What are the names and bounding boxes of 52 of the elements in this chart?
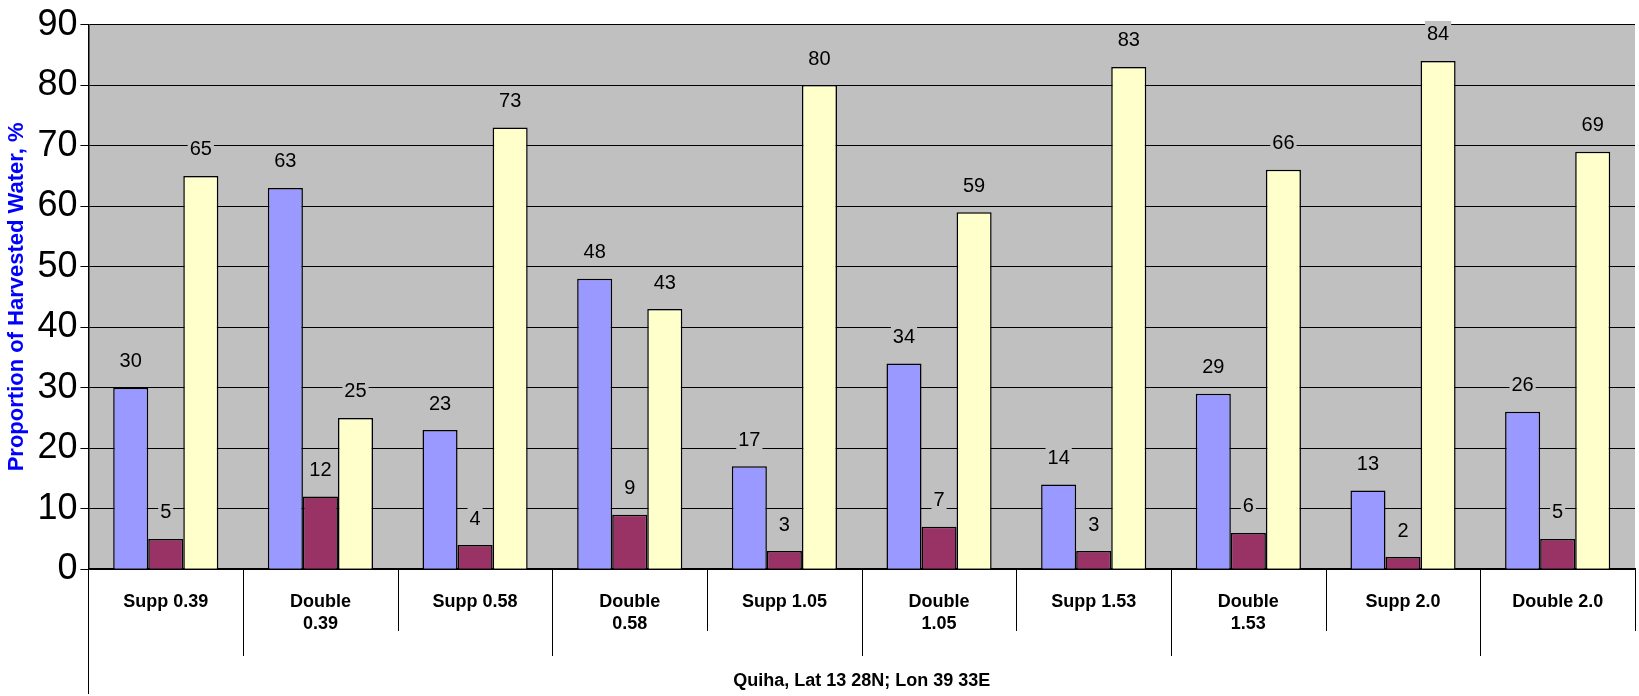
x-tick-label: Supp 1.53 [1051,590,1137,611]
y-tick-label: 50 [37,243,78,285]
x-axis-title: Quiha, Lat 13 28N; Lon 39 33E [733,670,991,691]
data-label: 5 [160,500,172,523]
data-label: 25 [344,379,367,402]
data-label: 43 [653,270,676,293]
data-label: 73 [499,88,522,111]
data-label: 14 [1047,446,1070,468]
data-label: 12 [309,458,332,481]
data-label: 9 [624,476,636,499]
x-tick-label: Double 2.0 [1512,590,1604,611]
data-label: 69 [1581,113,1604,136]
data-label: 59 [962,173,986,196]
data-label: 3 [1088,512,1100,535]
data-label: 26 [1511,373,1534,396]
y-tick-label: 90 [37,1,78,43]
data-label: 13 [1356,452,1380,475]
data-label: 83 [1117,28,1140,51]
y-tick-label: 20 [37,425,78,467]
data-label: 17 [738,427,761,450]
data-label: 65 [189,137,212,160]
data-label: 5 [1552,500,1564,523]
data-label: 48 [583,240,606,263]
data-label: 84 [1426,22,1450,45]
data-label: 63 [274,149,297,172]
data-label: 66 [1272,131,1295,154]
data-label: 29 [1202,355,1225,378]
data-label: 2 [1397,518,1409,541]
y-axis-title: Proportion of Harvested Water, % [3,122,29,472]
y-tick-label: 60 [37,183,78,225]
y-tick-label: 0 [57,546,78,588]
data-label: 80 [808,46,831,69]
data-label: 7 [933,488,945,511]
y-tick-label: 80 [37,62,78,104]
y-tick-label: 30 [37,364,78,406]
x-tick-label: Double 1.53 [1217,590,1279,633]
x-tick-label: Double 1.05 [908,590,970,633]
y-tick-label: 10 [37,485,78,527]
x-tick-label: Double 0.58 [599,590,661,633]
data-label: 4 [469,506,481,529]
data-label: 23 [428,391,452,414]
x-tick-label: Supp 0.39 [123,590,209,611]
x-tick-label: Supp 2.0 [1365,590,1441,611]
data-label: 6 [1242,494,1254,517]
data-label: 30 [119,349,142,372]
x-tick-label: Supp 1.05 [741,590,827,611]
x-tick-label: Double 0.39 [289,590,351,633]
y-tick-label: 40 [37,304,78,346]
y-tick-label: 70 [37,122,78,164]
data-label: 3 [778,512,790,535]
data-label: 34 [892,324,916,347]
x-tick-label: Supp 0.58 [432,590,518,611]
